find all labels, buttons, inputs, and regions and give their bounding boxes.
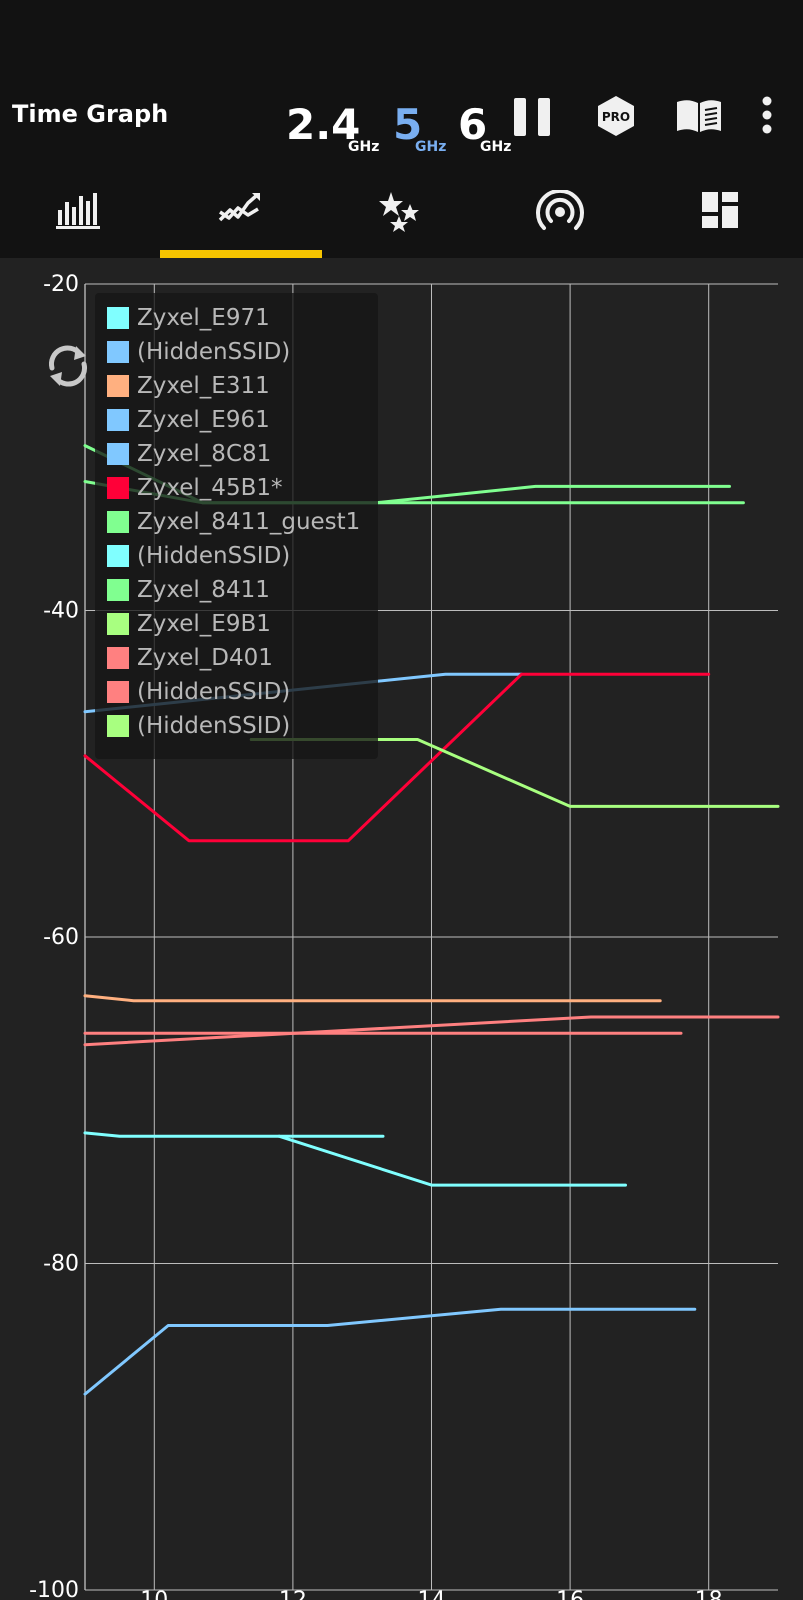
legend-swatch (107, 545, 129, 567)
legend-item: Zyxel_8411_guest1 (107, 506, 372, 540)
legend-label: (HiddenSSID) (137, 713, 291, 739)
legend-swatch (107, 409, 129, 431)
pause-icon (514, 98, 526, 136)
legend-label: Zyxel_E9B1 (137, 611, 271, 637)
tab-channel-graph[interactable] (0, 178, 160, 258)
series-line (83, 1307, 697, 1396)
legend-item: Zyxel_E311 (107, 370, 372, 404)
legend-label: (HiddenSSID) (137, 543, 291, 569)
legend-item: (HiddenSSID) (107, 676, 372, 710)
signal-ring-icon (536, 190, 584, 230)
legend-item: Zyxel_D401 (107, 642, 372, 676)
legend-label: (HiddenSSID) (137, 679, 291, 705)
legend-swatch (107, 579, 129, 601)
legend-swatch (107, 341, 129, 363)
legend-label: Zyxel_8411_guest1 (137, 509, 361, 535)
app-bar (0, 80, 803, 178)
legend-swatch (107, 681, 129, 703)
legend-item: (HiddenSSID) (107, 710, 372, 744)
tab-bar (0, 178, 803, 258)
chart-legend: Zyxel_E971 (HiddenSSID) Zyxel_E311 Zyxel_E9… (95, 293, 378, 759)
band-value: 5 (393, 100, 423, 149)
tab-time-graph[interactable] (160, 178, 320, 258)
series-line (83, 994, 662, 1003)
y-tick-label: -40 (43, 599, 79, 624)
y-tick-label: -60 (43, 925, 79, 950)
bar-chart-icon (56, 193, 100, 229)
refresh-icon (49, 345, 87, 387)
band-5ghz-toggle[interactable]: 5 GHz (393, 104, 453, 159)
pause-icon (538, 98, 550, 136)
x-tick-label: 14 (418, 1588, 446, 1600)
legend-swatch (107, 307, 129, 329)
more-vert-icon (762, 96, 772, 134)
refresh-button[interactable] (42, 340, 94, 392)
pause-button[interactable] (514, 98, 554, 136)
band-2-4ghz-toggle[interactable]: 2.4 GHz (286, 104, 386, 159)
legend-swatch (107, 375, 129, 397)
time-graph-icon (218, 193, 260, 222)
selected-tab-indicator (160, 250, 322, 258)
legend-swatch (107, 443, 129, 465)
legend-item: Zyxel_E971 (107, 302, 372, 336)
legend-swatch (107, 647, 129, 669)
legend-item: (HiddenSSID) (107, 336, 372, 370)
tab-ap-list[interactable] (480, 178, 640, 258)
legend-swatch (107, 613, 129, 635)
legend-label: Zyxel_8C81 (137, 441, 272, 467)
legend-swatch (107, 477, 129, 499)
x-tick-label: 18 (695, 1588, 723, 1600)
legend-item: (HiddenSSID) (107, 540, 372, 574)
pro-badge-text: PRO (602, 110, 630, 124)
legend-item: Zyxel_E961 (107, 404, 372, 438)
series-line (83, 1131, 627, 1187)
x-tick-label: 12 (279, 1588, 307, 1600)
series-line (83, 672, 711, 843)
stars-icon (379, 192, 419, 232)
time-graph-chart: 10 12 14 16 18 -20 -40 -60 -80 -100 (29, 272, 780, 1600)
y-tick-label: -20 (43, 272, 79, 297)
legend-label: Zyxel_D401 (137, 645, 273, 671)
legend-item: Zyxel_45B1* (107, 472, 372, 506)
legend-swatch (107, 715, 129, 737)
legend-label: Zyxel_E971 (137, 305, 270, 331)
legend-label: Zyxel_E961 (137, 407, 270, 433)
tab-channel-rating[interactable] (320, 178, 480, 258)
legend-item: Zyxel_8411 (107, 574, 372, 608)
band-unit: GHz (480, 139, 512, 155)
legend-label: Zyxel_45B1* (137, 475, 283, 501)
series-line (83, 1015, 780, 1047)
x-tick-label: 10 (140, 1588, 168, 1600)
status-bar (0, 0, 803, 80)
x-tick-label: 16 (556, 1588, 584, 1600)
tab-dashboard[interactable] (640, 178, 800, 258)
legend-label: Zyxel_8411 (137, 577, 270, 603)
book-icon (677, 100, 721, 132)
band-6ghz-toggle[interactable]: 6 GHz (458, 104, 518, 159)
band-unit: GHz (415, 139, 447, 155)
pro-badge-icon: PRO (598, 96, 634, 136)
legend-item: Zyxel_E9B1 (107, 608, 372, 642)
y-tick-label: -80 (43, 1252, 79, 1277)
pro-button[interactable]: PRO (596, 94, 636, 138)
legend-label: (HiddenSSID) (137, 339, 291, 365)
overflow-menu-button[interactable] (760, 96, 774, 138)
page-title: Time Graph (12, 100, 169, 128)
legend-swatch (107, 511, 129, 533)
y-tick-label: -100 (29, 1578, 79, 1600)
dashboard-icon (702, 192, 738, 228)
legend-label: Zyxel_E311 (137, 373, 270, 399)
user-guide-button[interactable] (674, 98, 724, 134)
band-value: 6 (458, 100, 488, 149)
band-unit: GHz (348, 139, 380, 155)
band-value: 2.4 (286, 100, 361, 149)
legend-item: Zyxel_8C81 (107, 438, 372, 472)
